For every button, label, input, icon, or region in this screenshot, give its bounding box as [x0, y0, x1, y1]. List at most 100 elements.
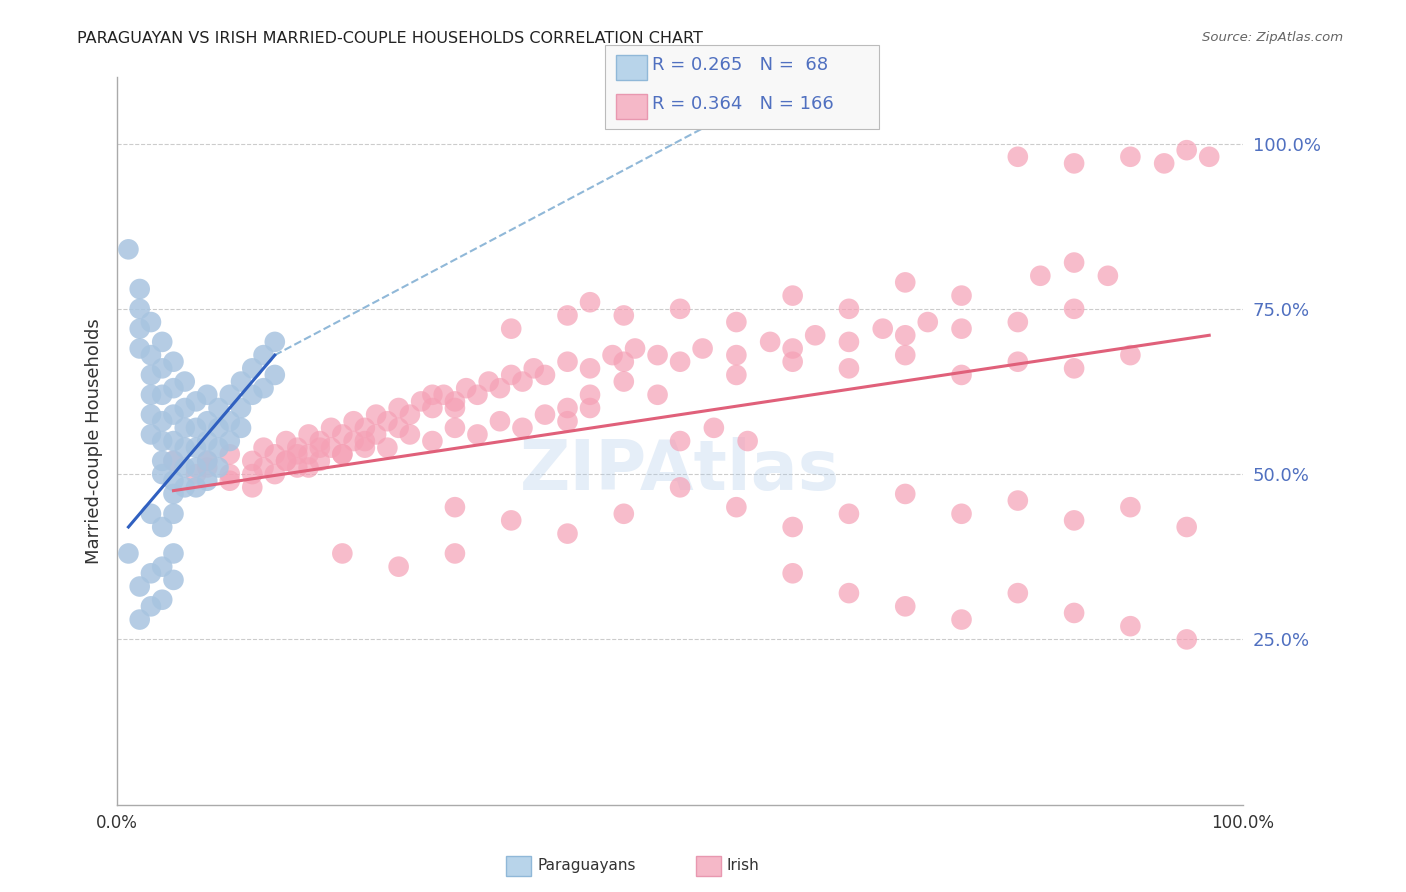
- Point: [838, 301, 860, 316]
- Point: [184, 480, 207, 494]
- Point: [512, 421, 534, 435]
- Point: [894, 599, 917, 614]
- Point: [467, 427, 489, 442]
- Point: [308, 454, 330, 468]
- Point: [1007, 315, 1029, 329]
- Point: [274, 434, 297, 448]
- Point: [366, 408, 388, 422]
- Point: [703, 421, 725, 435]
- Point: [285, 460, 308, 475]
- Point: [240, 454, 263, 468]
- Point: [579, 401, 602, 415]
- Point: [173, 480, 195, 494]
- Point: [240, 388, 263, 402]
- Point: [162, 507, 184, 521]
- Point: [444, 421, 467, 435]
- Point: [330, 447, 353, 461]
- Point: [804, 328, 827, 343]
- Point: [669, 301, 692, 316]
- Point: [218, 474, 240, 488]
- Point: [1198, 150, 1220, 164]
- Point: [444, 500, 467, 515]
- Point: [1007, 586, 1029, 600]
- Text: Irish: Irish: [727, 858, 759, 872]
- Point: [162, 434, 184, 448]
- Point: [613, 375, 636, 389]
- Point: [128, 580, 150, 594]
- Point: [162, 355, 184, 369]
- Point: [467, 388, 489, 402]
- Point: [624, 342, 647, 356]
- Point: [319, 441, 342, 455]
- Point: [195, 474, 218, 488]
- Point: [319, 421, 342, 435]
- Point: [184, 460, 207, 475]
- Point: [557, 414, 579, 428]
- Point: [489, 381, 512, 395]
- Point: [229, 421, 252, 435]
- Point: [602, 348, 624, 362]
- Point: [489, 414, 512, 428]
- Point: [263, 368, 285, 382]
- Point: [613, 507, 636, 521]
- Point: [274, 454, 297, 468]
- Point: [297, 427, 319, 442]
- Point: [150, 388, 173, 402]
- Point: [1175, 143, 1198, 157]
- Point: [308, 441, 330, 455]
- Point: [894, 276, 917, 290]
- Point: [207, 460, 229, 475]
- Point: [229, 375, 252, 389]
- Point: [162, 381, 184, 395]
- Point: [162, 408, 184, 422]
- Point: [388, 559, 411, 574]
- Point: [342, 414, 364, 428]
- Point: [782, 288, 804, 302]
- Point: [838, 507, 860, 521]
- Point: [139, 599, 162, 614]
- Point: [388, 421, 411, 435]
- Point: [162, 573, 184, 587]
- Point: [444, 401, 467, 415]
- Point: [162, 474, 184, 488]
- Point: [139, 348, 162, 362]
- Point: [240, 361, 263, 376]
- Point: [534, 368, 557, 382]
- Point: [150, 592, 173, 607]
- Point: [1119, 348, 1142, 362]
- Point: [433, 388, 456, 402]
- Point: [354, 421, 377, 435]
- Point: [1175, 520, 1198, 534]
- Point: [173, 441, 195, 455]
- Point: [399, 427, 422, 442]
- Point: [308, 434, 330, 448]
- Point: [218, 467, 240, 482]
- Point: [139, 566, 162, 581]
- Point: [128, 282, 150, 296]
- Point: [207, 421, 229, 435]
- Point: [330, 427, 353, 442]
- Point: [377, 441, 399, 455]
- Point: [1119, 500, 1142, 515]
- Point: [917, 315, 939, 329]
- Point: [782, 342, 804, 356]
- Point: [950, 321, 973, 335]
- Point: [725, 348, 748, 362]
- Point: [669, 480, 692, 494]
- Point: [162, 454, 184, 468]
- Point: [501, 368, 523, 382]
- Point: [173, 460, 195, 475]
- Point: [150, 334, 173, 349]
- Point: [557, 309, 579, 323]
- Point: [1007, 355, 1029, 369]
- Point: [894, 348, 917, 362]
- Point: [1063, 361, 1085, 376]
- Point: [725, 500, 748, 515]
- Point: [838, 334, 860, 349]
- Point: [128, 321, 150, 335]
- Point: [692, 342, 714, 356]
- Point: [195, 434, 218, 448]
- Point: [139, 507, 162, 521]
- Point: [162, 487, 184, 501]
- Point: [342, 434, 364, 448]
